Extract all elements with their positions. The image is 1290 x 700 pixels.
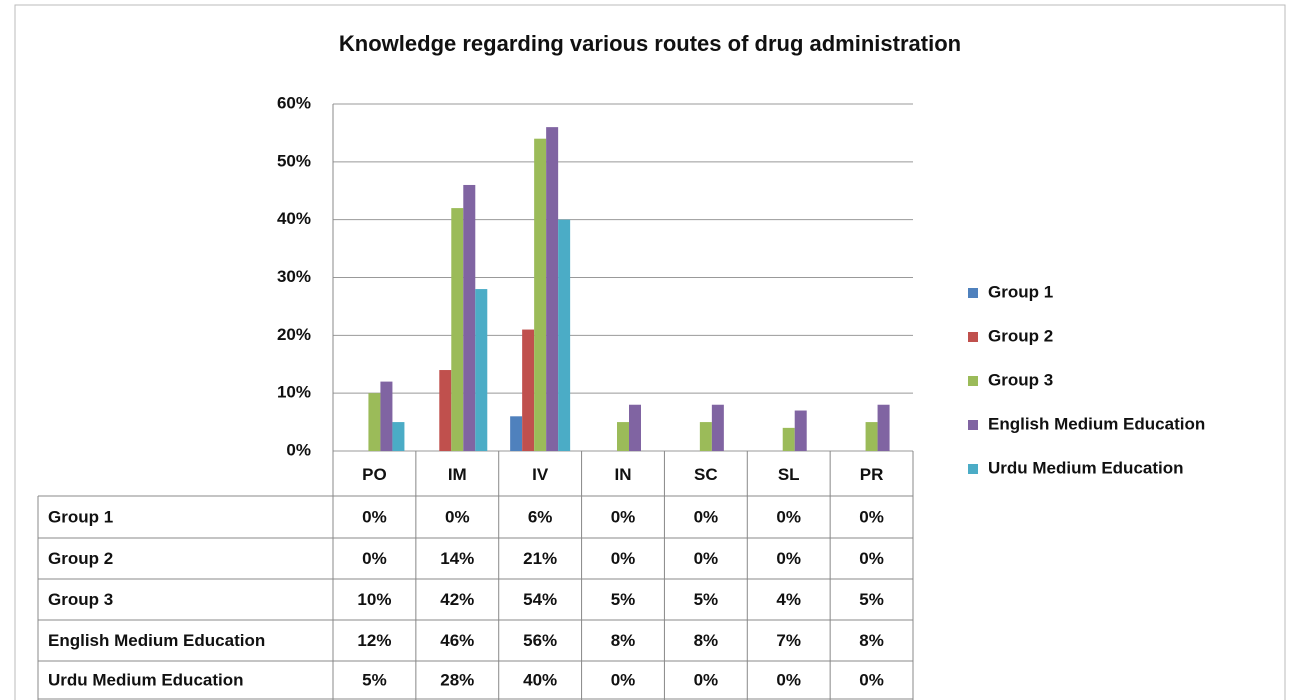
bar [794, 410, 807, 451]
table-cell: 0% [694, 507, 719, 526]
table-cell: 40% [523, 670, 557, 689]
x-tick-label: PR [860, 465, 884, 484]
table-cell: 21% [523, 549, 557, 568]
y-tick-label: 10% [277, 383, 311, 402]
row-label: Group 1 [48, 507, 113, 526]
legend-label: Group 3 [988, 370, 1053, 389]
table-cell: 0% [611, 670, 636, 689]
y-tick-label: 0% [286, 440, 311, 459]
legend-label: Urdu Medium Education [988, 458, 1184, 477]
table-cell: 8% [859, 631, 884, 650]
bar [629, 404, 641, 451]
table-cell: 0% [776, 549, 801, 568]
table-cell: 0% [776, 670, 801, 689]
legend-label: English Medium Education [988, 414, 1205, 433]
legend-label: Group 2 [988, 326, 1053, 345]
table-cell: 56% [523, 631, 557, 650]
bar [368, 393, 381, 451]
x-tick-label: IV [532, 465, 549, 484]
y-tick-label: 50% [277, 151, 311, 170]
table-cell: 0% [611, 507, 636, 526]
table-cell: 5% [694, 590, 719, 609]
row-label: Group 3 [48, 590, 113, 609]
table-cell: 10% [357, 590, 391, 609]
row-label: English Medium Education [48, 631, 265, 650]
table-cell: 5% [859, 590, 884, 609]
y-tick-label: 20% [277, 325, 311, 344]
table-cell: 54% [523, 590, 557, 609]
bar [877, 404, 890, 451]
table-cell: 0% [859, 670, 884, 689]
chart-frame [14, 4, 1286, 700]
table-cell: 5% [611, 590, 636, 609]
legend-label: Group 1 [988, 282, 1053, 301]
y-tick-label: 40% [277, 209, 311, 228]
table-cell: 6% [528, 507, 553, 526]
legend-swatch [968, 288, 978, 298]
bar [782, 427, 795, 451]
table-cell: 14% [440, 549, 474, 568]
x-tick-label: PO [362, 465, 387, 484]
bar [558, 219, 571, 451]
legend-swatch [968, 376, 978, 386]
table-cell: 46% [440, 631, 474, 650]
legend-swatch [968, 332, 978, 342]
table-cell: 0% [859, 549, 884, 568]
y-tick-label: 60% [277, 93, 311, 112]
bar [380, 381, 393, 451]
bar [451, 208, 464, 451]
x-tick-label: SC [694, 465, 718, 484]
bar [463, 184, 476, 451]
bar [392, 422, 405, 451]
bar [510, 416, 523, 451]
legend-swatch [968, 464, 978, 474]
table-cell: 0% [694, 670, 719, 689]
table-cell: 42% [440, 590, 474, 609]
table-cell: 5% [362, 670, 387, 689]
table-cell: 8% [694, 631, 719, 650]
row-label: Urdu Medium Education [48, 670, 244, 689]
bar [475, 289, 488, 451]
table-cell: 12% [357, 631, 391, 650]
table-cell: 0% [362, 507, 387, 526]
bar [865, 422, 878, 451]
bar [522, 329, 535, 451]
x-tick-label: IN [615, 465, 632, 484]
chart-title: Knowledge regarding various routes of dr… [339, 31, 961, 56]
table-cell: 4% [776, 590, 801, 609]
bar [711, 404, 724, 451]
table-cell: 0% [859, 507, 884, 526]
table-cell: 0% [776, 507, 801, 526]
table-cell: 8% [611, 631, 636, 650]
bar [439, 370, 452, 451]
table-cell: 0% [445, 507, 470, 526]
bar [699, 422, 712, 451]
legend-swatch [968, 420, 978, 430]
y-tick-label: 30% [277, 267, 311, 286]
table-cell: 0% [611, 549, 636, 568]
table-cell: 28% [440, 670, 474, 689]
x-tick-label: SL [778, 465, 800, 484]
row-label: Group 2 [48, 549, 113, 568]
bar [534, 138, 547, 451]
table-cell: 0% [362, 549, 387, 568]
bar [546, 127, 559, 451]
table-cell: 7% [776, 631, 801, 650]
x-tick-label: IM [448, 465, 467, 484]
table-cell: 0% [694, 549, 719, 568]
bar [617, 422, 629, 451]
